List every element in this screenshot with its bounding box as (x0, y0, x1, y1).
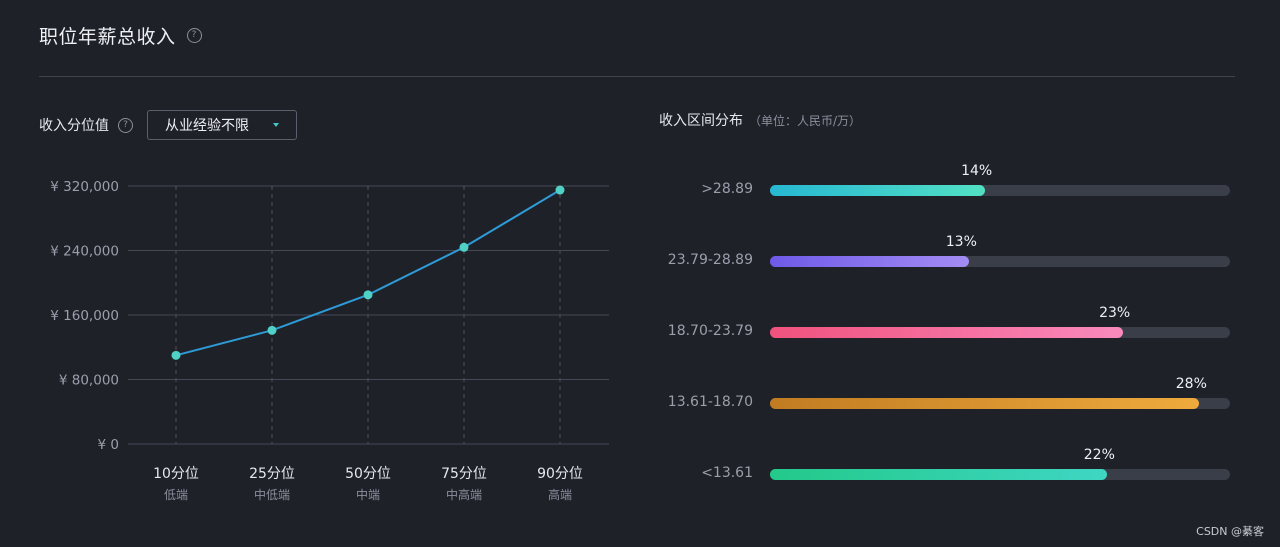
dropdown-value: 从业经验不限 (165, 118, 249, 134)
bar-track (770, 256, 1230, 267)
percentile-header: 收入分位值 ? 从业经验不限 (39, 110, 297, 140)
data-point (267, 325, 277, 335)
bar-category-label: <13.61 (701, 465, 753, 481)
x-tick-label: 10分位 (153, 466, 199, 482)
unit-note: （单位：人民币/万） (749, 114, 862, 128)
bar-value-label: 14% (961, 163, 993, 179)
x-tick-label: 90分位 (537, 466, 583, 482)
data-point (555, 185, 565, 195)
bar-category-label: >28.89 (701, 181, 753, 197)
bar-value-label: 22% (1083, 447, 1115, 463)
data-point (171, 350, 181, 360)
x-tick-sublabel: 中端 (356, 487, 380, 502)
data-point (459, 242, 469, 252)
bar-value-label: 13% (945, 234, 977, 250)
question-circle-icon[interactable]: ? (118, 117, 133, 133)
bar-category-label: 23.79-28.89 (667, 252, 753, 268)
x-tick-sublabel: 中低端 (254, 487, 290, 502)
bar (770, 398, 1200, 409)
bar-track (770, 327, 1230, 338)
x-tick-label: 75分位 (441, 466, 487, 482)
percentile-line-chart: ¥ 0 ¥ 80,000 ¥ 160,000 ¥ 240,000 ¥ 320,000 10… (50, 179, 609, 502)
y-tick-label: ¥ 0 (98, 437, 119, 453)
bar-track (770, 398, 1230, 409)
divider (39, 76, 1235, 77)
distribution-row: 18.70-23.79 23% (0, 305, 1280, 347)
bar (770, 185, 985, 196)
y-tick-label: ¥ 240,000 (50, 244, 119, 260)
bar-category-label: 18.70-23.79 (667, 323, 753, 339)
watermark: CSDN @綦客 (1196, 525, 1264, 538)
question-circle-icon[interactable]: ? (186, 28, 202, 43)
bar (770, 256, 970, 267)
y-tick-label: ¥ 80,000 (59, 373, 119, 389)
distribution-row: 23.79-28.89 13% (0, 234, 1280, 276)
distribution-row: 13.61-18.70 28% (0, 376, 1280, 418)
caret-down-icon (273, 123, 279, 127)
experience-dropdown[interactable]: 从业经验不限 (147, 110, 297, 140)
x-tick-label: 25分位 (249, 466, 295, 482)
y-tick-label: ¥ 160,000 (50, 308, 119, 324)
x-tick-label: 50分位 (345, 466, 391, 482)
distribution-label: 收入区间分布 (659, 113, 743, 129)
page-header: 职位年薪总收入 ? (39, 22, 202, 49)
bar (770, 327, 1123, 338)
x-tick-sublabel: 低端 (164, 488, 188, 502)
bar-value-label: 28% (1175, 376, 1207, 392)
data-point (363, 290, 373, 300)
bar-value-label: 23% (1099, 305, 1131, 321)
bar-track (770, 185, 1230, 196)
x-tick-sublabel: 高端 (548, 487, 572, 502)
distribution-row: >28.89 14% (0, 163, 1280, 205)
percentile-label: 收入分位值 (39, 118, 109, 134)
page-title: 职位年薪总收入 (39, 26, 176, 48)
bar-category-label: 13.61-18.70 (667, 394, 753, 410)
bar (770, 469, 1108, 480)
distribution-row: <13.61 22% (0, 447, 1280, 489)
y-tick-label: ¥ 320,000 (50, 179, 119, 195)
bar-track (770, 469, 1230, 480)
distribution-header: 收入区间分布 （单位：人民币/万） (659, 110, 861, 130)
x-tick-sublabel: 中高端 (446, 487, 482, 502)
